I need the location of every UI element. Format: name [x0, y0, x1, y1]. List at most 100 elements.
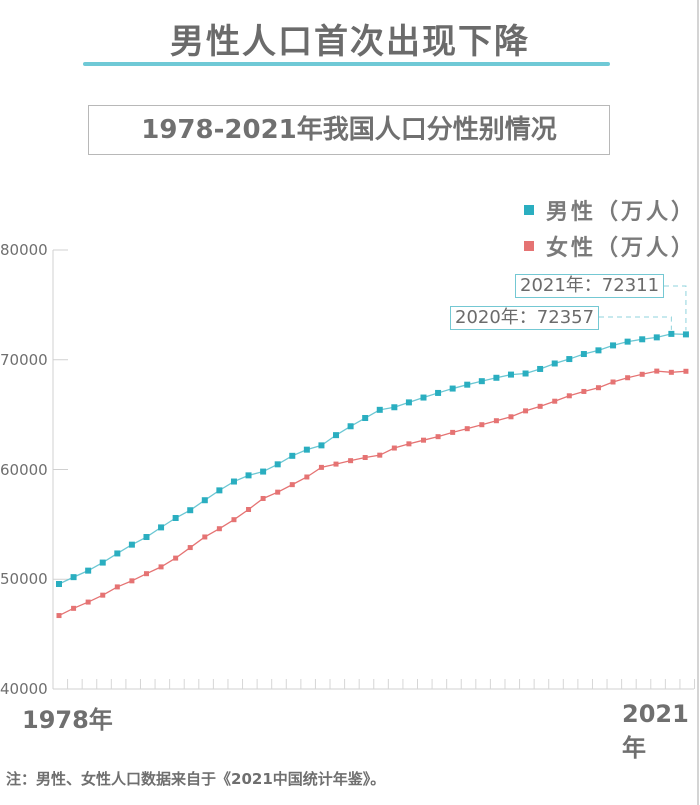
data-point	[318, 464, 324, 470]
x-label-end: 2021年	[622, 700, 689, 762]
data-point	[537, 365, 544, 372]
data-point	[231, 517, 237, 523]
legend-item-male: 男性（万人）	[522, 192, 696, 228]
data-point	[216, 526, 222, 532]
male-line	[58, 333, 686, 585]
data-point	[435, 434, 441, 440]
data-point	[128, 541, 135, 548]
y-tick-50000: 50000	[0, 570, 48, 588]
data-point	[333, 432, 340, 439]
legend-label-female: 女性（万人）	[546, 236, 697, 261]
data-point	[653, 334, 660, 341]
data-point	[216, 487, 223, 494]
data-point	[362, 455, 368, 461]
data-point	[610, 342, 617, 349]
female-swatch-icon	[524, 241, 534, 251]
data-point	[99, 559, 106, 566]
y-tick-40000: 40000	[0, 680, 48, 698]
data-point	[435, 389, 442, 396]
y-tick-60000: 60000	[0, 461, 48, 479]
data-point	[551, 360, 558, 367]
data-point	[450, 429, 456, 435]
data-point	[114, 550, 121, 557]
data-point	[143, 534, 150, 541]
data-point	[639, 336, 646, 343]
data-point	[376, 406, 383, 413]
data-point	[260, 495, 266, 501]
data-point	[377, 452, 383, 458]
data-point	[406, 441, 412, 447]
data-point	[173, 555, 179, 561]
data-point	[85, 599, 91, 605]
data-point	[639, 371, 645, 377]
data-point	[143, 571, 149, 577]
legend-item-female: 女性（万人）	[522, 228, 696, 264]
data-point	[595, 385, 601, 391]
data-point	[493, 374, 500, 381]
data-point	[580, 351, 587, 358]
data-point	[464, 426, 470, 432]
legend: 男性（万人） 女性（万人）	[522, 192, 696, 264]
female-line	[58, 370, 686, 617]
data-point	[202, 534, 208, 540]
data-point	[303, 446, 310, 453]
data-point	[56, 613, 62, 619]
y-tick-80000: 80000	[0, 241, 48, 259]
data-point	[552, 398, 558, 404]
data-point	[479, 422, 485, 428]
page-right-border	[697, 0, 699, 805]
data-point	[478, 378, 485, 385]
callout-2021: 2021年：72311	[515, 274, 665, 298]
data-point	[624, 338, 631, 345]
data-point	[172, 514, 179, 521]
data-point	[246, 506, 252, 512]
data-point	[289, 452, 296, 459]
headline-underline	[83, 62, 610, 66]
data-point	[333, 461, 339, 467]
data-point	[537, 403, 543, 409]
data-point	[129, 578, 135, 584]
callout-2020: 2020年：72357	[450, 306, 600, 330]
data-point	[668, 369, 674, 375]
data-point	[522, 370, 529, 377]
data-point	[449, 385, 456, 392]
data-point	[158, 564, 164, 570]
data-point	[348, 458, 354, 464]
data-point	[523, 408, 529, 414]
data-point	[70, 574, 77, 581]
data-point	[625, 375, 631, 381]
male-swatch-icon	[524, 205, 534, 215]
data-point	[654, 368, 660, 374]
data-point	[405, 399, 412, 406]
data-point	[566, 393, 572, 399]
data-point	[362, 415, 369, 422]
data-point	[260, 468, 267, 475]
data-point	[100, 592, 106, 598]
data-point	[275, 489, 281, 495]
data-point	[114, 584, 120, 590]
data-point	[304, 474, 310, 480]
data-point	[158, 524, 165, 531]
chart-title: 1978-2021年我国人口分性别情况	[88, 105, 610, 155]
headline: 男性人口首次出现下降	[170, 22, 530, 62]
data-point	[610, 379, 616, 385]
data-point	[201, 497, 208, 504]
data-point	[420, 394, 427, 401]
x-label-start: 1978年	[22, 706, 113, 734]
data-point	[683, 368, 689, 374]
data-point	[464, 381, 471, 388]
data-point	[245, 472, 252, 479]
data-point	[71, 605, 77, 611]
data-point	[391, 404, 398, 411]
data-point	[56, 581, 62, 588]
data-point	[289, 482, 295, 488]
data-point	[85, 567, 92, 574]
data-point	[318, 442, 325, 449]
legend-label-male: 男性（万人）	[546, 200, 697, 225]
data-point	[187, 507, 194, 514]
y-tick-70000: 70000	[0, 351, 48, 369]
data-point	[347, 423, 354, 430]
data-point	[391, 445, 397, 451]
data-point	[230, 478, 237, 485]
